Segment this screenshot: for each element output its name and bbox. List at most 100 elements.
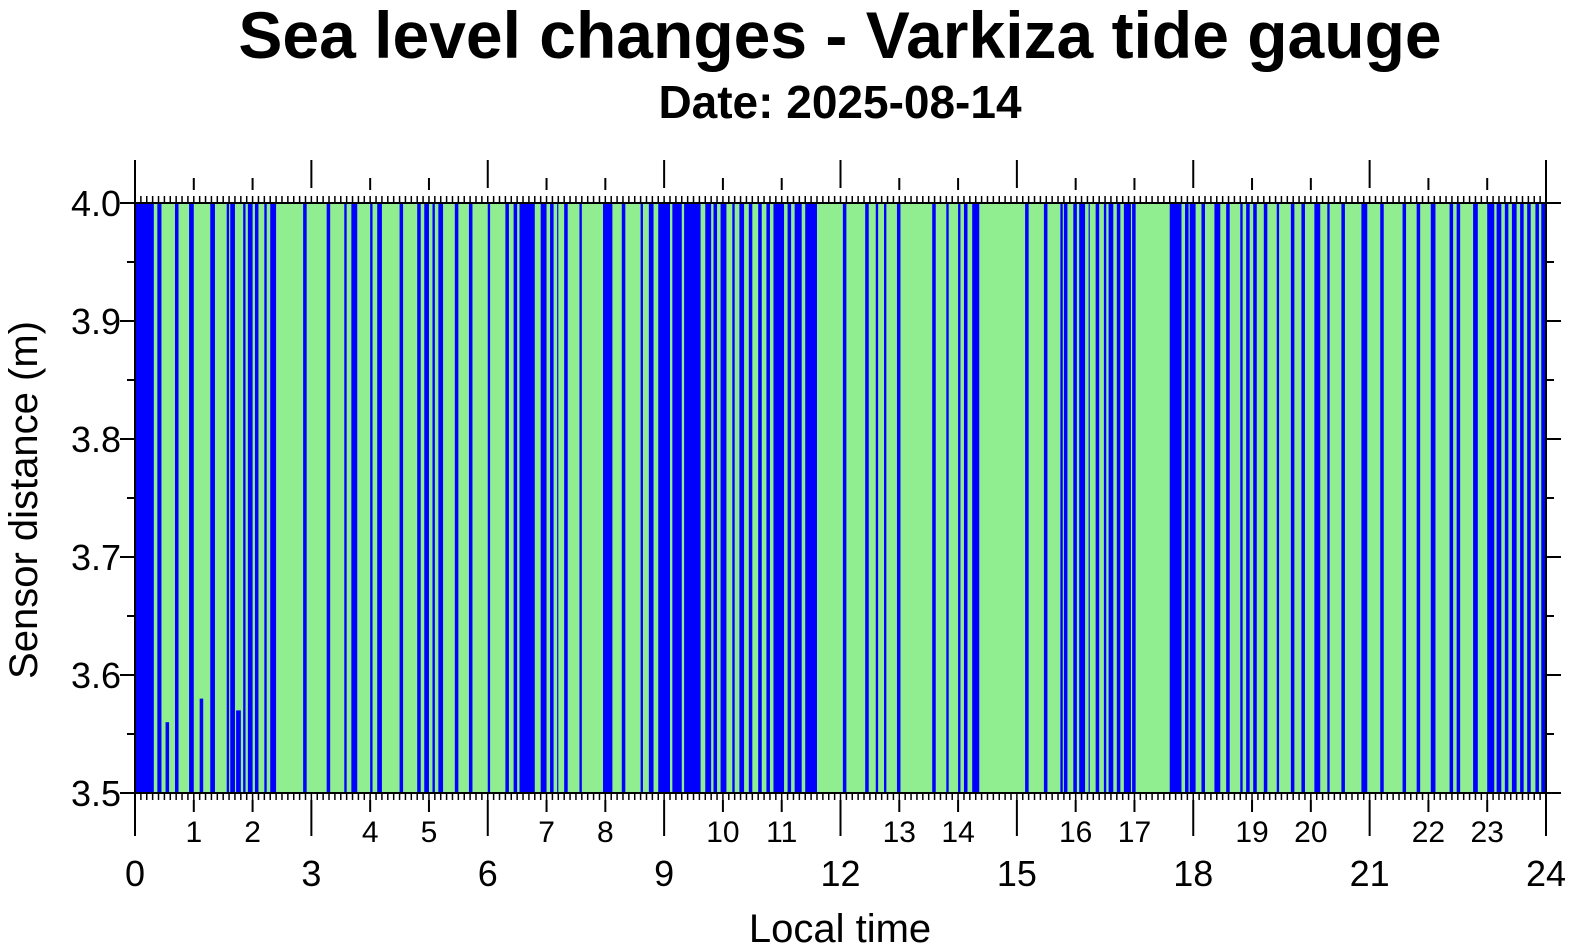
data-bar <box>230 203 235 793</box>
data-bar <box>875 203 879 793</box>
x-minor-tick-label: 13 <box>883 816 916 849</box>
data-bar <box>189 203 194 793</box>
data-bar <box>1496 203 1502 793</box>
x-minor-tick-label: 22 <box>1412 816 1445 849</box>
data-bar <box>1189 203 1196 793</box>
data-bar <box>1108 203 1114 793</box>
data-bar <box>270 203 277 793</box>
data-bar <box>135 203 154 793</box>
data-bar <box>454 203 459 793</box>
data-bar <box>1511 203 1517 793</box>
data-bar <box>1416 203 1421 793</box>
data-bar <box>243 203 246 793</box>
data-bar <box>720 203 727 793</box>
data-drop-bar <box>199 698 204 793</box>
data-bar <box>432 203 435 793</box>
data-bar <box>438 203 444 793</box>
data-bar <box>705 203 712 793</box>
data-bar <box>1060 203 1063 793</box>
data-bar <box>513 203 518 793</box>
data-bar <box>739 203 745 793</box>
data-bar <box>1116 203 1121 793</box>
y-tick-label: 3.7 <box>71 537 121 578</box>
data-bar <box>684 203 701 793</box>
data-bar <box>377 203 382 793</box>
data-bar <box>958 203 961 793</box>
data-bar <box>417 203 421 793</box>
data-bar <box>1185 203 1189 793</box>
data-bar <box>1456 203 1461 793</box>
x-minor-tick-label: 8 <box>597 816 614 849</box>
data-bar <box>713 203 718 793</box>
x-minor-tick-label: 4 <box>362 816 379 849</box>
data-bar <box>1290 203 1295 793</box>
data-bar <box>1504 203 1509 793</box>
data-bar <box>1449 203 1454 793</box>
data-bar <box>370 203 373 793</box>
data-bar <box>1327 203 1330 793</box>
data-bar <box>1380 203 1384 793</box>
data-bar <box>732 203 735 793</box>
data-bar <box>326 203 331 793</box>
data-bar <box>1487 203 1495 793</box>
y-tick-label: 3.8 <box>71 419 121 460</box>
x-major-tick-label: 12 <box>820 853 860 894</box>
data-bar <box>1535 203 1539 793</box>
data-bar <box>1430 203 1436 793</box>
data-bar <box>351 203 358 793</box>
data-bar <box>1132 203 1136 793</box>
data-bar <box>540 203 547 793</box>
data-bar <box>946 203 949 793</box>
data-bar <box>648 203 654 793</box>
data-bar <box>550 203 554 793</box>
data-bar <box>865 203 869 793</box>
x-minor-tick-label: 19 <box>1235 816 1268 849</box>
x-minor-tick-label: 16 <box>1059 816 1092 849</box>
data-bar <box>758 203 762 793</box>
y-axis-ticks: 3.5 3.6 3.7 3.8 3.9 4.0 <box>71 183 1561 814</box>
data-bar <box>1214 203 1221 793</box>
data-bar <box>932 203 936 793</box>
data-bar <box>1226 203 1230 793</box>
data-bar <box>963 203 968 793</box>
data-bar <box>210 203 215 793</box>
x-axis-label: Local time <box>749 907 931 950</box>
data-bar <box>972 203 980 793</box>
data-bar <box>1473 203 1478 793</box>
x-minor-tick-label: 17 <box>1118 816 1151 849</box>
data-bar <box>579 203 582 793</box>
x-major-tick-label: 9 <box>654 853 674 894</box>
data-bar <box>640 203 643 793</box>
data-bar <box>468 203 473 793</box>
x-minor-tick-label: 1 <box>185 816 202 849</box>
x-major-tick-label: 6 <box>478 853 498 894</box>
data-bar <box>658 203 671 793</box>
x-major-tick-label: 15 <box>997 853 1037 894</box>
data-bar <box>787 203 792 793</box>
data-drop-bar <box>165 722 170 793</box>
data-bar <box>157 203 162 793</box>
data-bar <box>1527 203 1531 793</box>
data-bar <box>303 203 307 793</box>
data-bar <box>1169 203 1182 793</box>
data-bar <box>1073 203 1077 793</box>
data-bar <box>1201 203 1206 793</box>
data-drop-bar <box>176 698 179 793</box>
x-major-tick-label: 24 <box>1526 853 1566 894</box>
data-bar <box>794 203 802 793</box>
data-bar <box>247 203 253 793</box>
data-bar <box>1079 203 1086 793</box>
data-bar <box>602 203 613 793</box>
data-bar <box>884 203 887 793</box>
data-bar <box>1095 203 1100 793</box>
data-bar <box>1361 203 1368 793</box>
x-minor-tick-label: 14 <box>941 816 974 849</box>
data-bar <box>1520 203 1524 793</box>
data-bar <box>344 203 347 793</box>
x-minor-tick-label: 20 <box>1294 816 1327 849</box>
data-bar <box>766 203 770 793</box>
data-bar <box>1541 203 1546 793</box>
data-bar <box>1103 203 1107 793</box>
y-tick-label: 4.0 <box>71 183 121 224</box>
